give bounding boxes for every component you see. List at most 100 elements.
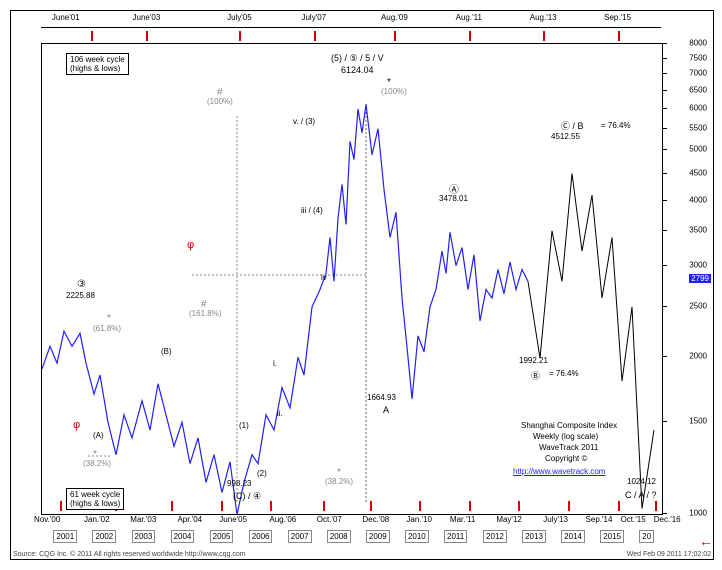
annotation-v3: v. / (3) (293, 117, 315, 126)
top-axis-line (41, 27, 661, 28)
annotation-labelAA: A (383, 405, 389, 415)
year-box: 2003 (132, 530, 156, 543)
cycle-tick-top (314, 31, 316, 41)
annotation-pct764a: = 76.4% (601, 121, 631, 130)
year-box: 2008 (327, 530, 351, 543)
annotation-link: http://www.wavetrack.com (513, 467, 605, 476)
cycle-tick-bottom (221, 501, 223, 511)
annotation-pct100: (100%) (381, 87, 407, 96)
y-tick-label: 3500 (689, 225, 707, 234)
year-box: 2011 (444, 530, 467, 543)
annotation-pct1618: (161.8%) (189, 309, 221, 318)
cycle-tick-bottom (419, 501, 421, 511)
red-arrow: ← (699, 533, 713, 549)
y-tick-label: 1500 (689, 417, 707, 426)
x-tick-label: Jan.'10 (406, 515, 432, 524)
annotation-labelB: (B) (161, 347, 172, 356)
year-box: 2004 (171, 530, 195, 543)
x-tick-label: Jan.'02 (84, 515, 110, 524)
annotation-v998: 998.23 (227, 479, 251, 488)
cycle-tick-bottom (370, 501, 372, 511)
cycle-box-61: 61 week cycle(highs & lows) (66, 488, 124, 510)
top-axis-label: Sep.'15 (604, 13, 631, 22)
year-box: 2006 (249, 530, 273, 543)
cycle-tick-bottom (469, 501, 471, 511)
annotation-a_6124: 6124.04 (341, 65, 374, 75)
annotation-v1992: 1992.21 (519, 356, 548, 365)
annotation-v1024: 1024.12 (627, 477, 656, 486)
annotation-a_5_5_header: (5) / ⑤ / 5 / V (331, 53, 384, 64)
annotation-labelC4: (C) / ④ (233, 491, 261, 502)
x-tick-label: Oct.'15 (621, 515, 646, 524)
date-text: Wed Feb 09 2011 17:02:02 (627, 551, 711, 558)
y-tick-label: 7500 (689, 53, 707, 62)
annotation-pct618: (61.8%) (93, 324, 121, 333)
year-box: 2009 (366, 530, 390, 543)
cycle-tick-bottom (518, 501, 520, 511)
x-tick-label: Sep.'14 (586, 515, 613, 524)
cycle-tick-bottom (568, 501, 570, 511)
top-axis-label: Aug.'13 (530, 13, 557, 22)
cycle-tick-bottom (655, 501, 657, 511)
annotation-iii4: iii / (4) (301, 206, 323, 215)
y-tick-label: 5000 (689, 145, 707, 154)
x-tick-label: Nov.'00 (34, 515, 60, 524)
top-axis-label: Aug.'09 (381, 13, 408, 22)
cycle-tick-top (618, 31, 620, 41)
annotation-info3: WaveTrack 2011 (539, 443, 598, 452)
annotation-circleCB: Ⓒ / B (561, 119, 584, 132)
annotation-pct382: (38.2%) (83, 459, 111, 468)
year-box: 2012 (483, 530, 507, 543)
annotation-v3478: 3478.01 (439, 194, 468, 203)
cycle-tick-top (543, 31, 545, 41)
y-tick-label: 7000 (689, 69, 707, 78)
x-tick-label: Mar.'11 (450, 515, 475, 524)
cycle-tick-bottom (618, 501, 620, 511)
y-tick-label: 3000 (689, 260, 707, 269)
cycle-box-106: 106 week cycle(highs & lows) (66, 53, 129, 75)
cycle-tick-top (91, 31, 93, 41)
y-tick-label: 4000 (689, 195, 707, 204)
year-box: 2001 (53, 530, 77, 543)
annotation-phi2: φ (73, 419, 80, 431)
y-tick-label: 1000 (689, 509, 707, 518)
x-tick-label: Mar.'03 (130, 515, 156, 524)
y-tick-label: 6500 (689, 85, 707, 94)
y-tick-label: 4500 (689, 169, 707, 178)
year-box: 2005 (210, 530, 234, 543)
annotation-info4: Copyright © (545, 454, 587, 463)
x-tick-label: June'05 (219, 515, 247, 524)
cycle-tick-top (469, 31, 471, 41)
annotation-pct382b: (38.2%) (325, 477, 353, 486)
year-box: 2013 (522, 530, 546, 543)
y-tick-label: 2000 (689, 352, 707, 361)
annotation-pct100b: (100%) (207, 97, 233, 106)
annotation-label2: (2) (257, 469, 267, 478)
annotation-iv: iv (321, 273, 327, 282)
x-tick-label: Oct.'07 (317, 515, 342, 524)
annotation-labelA: (A) (93, 431, 104, 440)
top-axis-label: June'03 (133, 13, 161, 22)
cycle-tick-bottom (323, 501, 325, 511)
y-tick-label: 8000 (689, 39, 707, 48)
annotation-info1: Shanghai Composite Index (521, 421, 617, 430)
chart-container: June'01June'03July'05July'07Aug.'09Aug.'… (10, 10, 714, 560)
top-axis-label: July'07 (301, 13, 326, 22)
annotation-v1664: 1664.93 (367, 393, 396, 402)
annotation-phi1: φ (187, 239, 194, 251)
top-axis-label: Aug.'11 (456, 13, 482, 22)
year-box: 2010 (405, 530, 429, 543)
annotation-label1: (1) (239, 421, 249, 430)
year-box: 20 (639, 530, 654, 543)
x-tick-label: Aug.'06 (269, 515, 296, 524)
x-tick-label: May'12 (496, 515, 522, 524)
annotation-pct764b: = 76.4% (549, 369, 579, 378)
cycle-tick-top (146, 31, 148, 41)
top-axis-label: July'05 (227, 13, 252, 22)
year-box: 2002 (92, 530, 116, 543)
annotation-labelCA: C / A / ? (625, 490, 657, 500)
cycle-tick-bottom (60, 501, 62, 511)
source-text: Source: CQG Inc. © 2011 All rights reser… (13, 551, 246, 558)
x-tick-label: July'13 (543, 515, 568, 524)
annotation-circle3: ③ (77, 279, 86, 290)
